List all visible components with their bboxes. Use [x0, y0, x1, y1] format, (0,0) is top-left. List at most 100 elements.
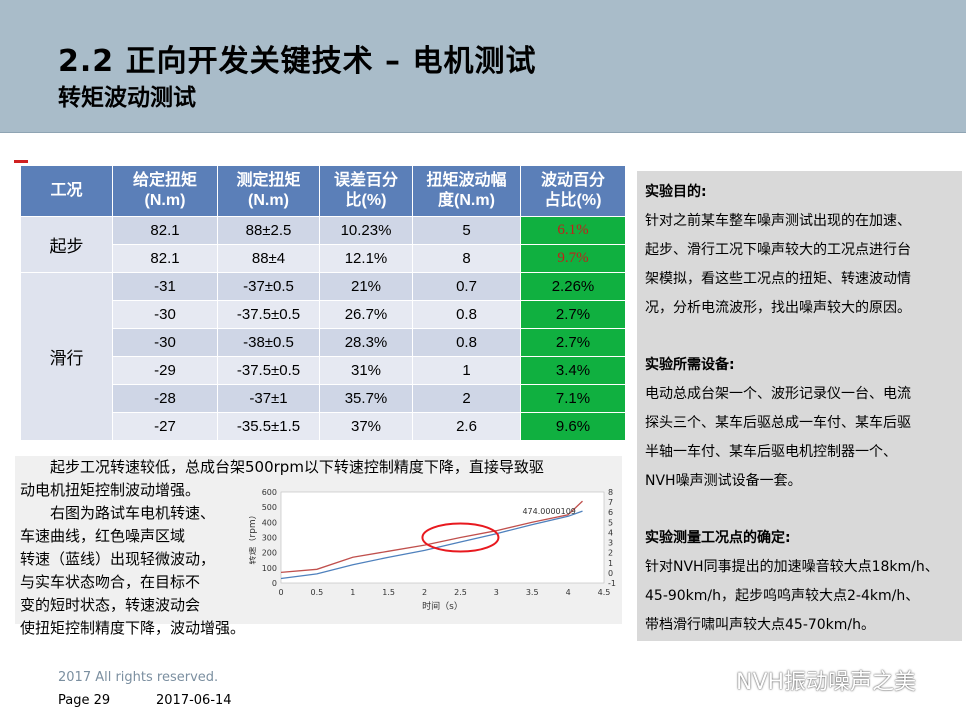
fluctuation-pct-cell: 2.7%: [520, 328, 626, 357]
x-tick-label: 4: [566, 588, 571, 597]
fluctuation-pct-cell: 3.4%: [520, 356, 626, 385]
table-cell: 88±2.5: [217, 216, 320, 245]
text-line: 起步工况转速较低，总成台架500rpm以下转速控制精度下降，直接导致驱: [50, 458, 544, 476]
copyright: 2017 All rights reserved.: [58, 670, 219, 685]
y2-tick-label: -1: [608, 579, 616, 588]
table-cell: 8: [412, 244, 521, 273]
y-tick-label: 300: [262, 534, 277, 543]
text-line: 变的短时状态，转速波动会: [20, 596, 201, 614]
table-cell: 0.8: [412, 300, 521, 329]
x-tick-label: 1.5: [382, 588, 395, 597]
y-tick-label: 600: [262, 488, 277, 497]
x-axis-label: 时间（s）: [422, 600, 463, 612]
text-line: 动电机扭矩控制波动增强。: [20, 481, 201, 499]
x-tick-label: 2: [422, 588, 427, 597]
footer-date: 2017-06-14: [156, 693, 232, 708]
table-cell: -31: [112, 272, 218, 301]
table-row: -28 -37±1 35.7% 2 7.1%: [21, 384, 626, 413]
table-cell: 28.3%: [319, 328, 413, 357]
watermark-text: NVH振动噪声之美: [736, 670, 917, 695]
points-text: 针对NVH同事提出的加速噪音较大点18km/h、 45-90km/h，起步呜呜声较…: [645, 553, 963, 640]
column-header-3: 误差百分 比(%): [319, 165, 413, 217]
text-line: 45-90km/h，起步呜呜声较大点2-4km/h、: [645, 588, 920, 604]
text-line: 针对之前某车整车噪声测试出现的在加速、: [645, 213, 911, 229]
table-cell: 37%: [319, 412, 413, 441]
y-tick-label: 500: [262, 503, 277, 512]
text-line: 转速（蓝线）出现轻微波动，: [20, 550, 216, 568]
table-row: 起步 82.1 88±2.5 10.23% 5 6.1%: [20, 216, 626, 273]
column-header-1: 给定扭矩 (N.m): [112, 165, 218, 217]
table-cell: -38±0.5: [217, 328, 320, 357]
table-cell: -37.5±0.5: [217, 356, 320, 385]
text-line: 架模拟，看这些工况点的扭矩、转速波动情: [645, 271, 911, 287]
fluctuation-pct-cell: 7.1%: [520, 384, 626, 413]
table-cell: -37±1: [217, 384, 320, 413]
y2-tick-label: 0: [608, 569, 613, 578]
table-cell: 0.7: [412, 272, 521, 301]
table-cell: 31%: [319, 356, 413, 385]
table-cell: 1: [412, 356, 521, 385]
column-header-5: 波动百分 占比(%): [520, 165, 626, 217]
text-line: 使扭矩控制精度下降，波动增强。: [20, 619, 246, 637]
table-row: 82.1 88±4 12.1% 8 9.7%: [21, 244, 626, 273]
y-axis-label: 转速（rpm）: [249, 510, 258, 564]
table-cell: -30: [112, 328, 218, 357]
table-cell: 5: [412, 216, 521, 245]
table-cell: 26.7%: [319, 300, 413, 329]
group-label: 滑行: [20, 272, 113, 441]
table-row: 滑行 -31 -37±0.5 21% 0.7 2.26%: [20, 272, 626, 441]
speed-chart: 0 0.5 1 1.5 2 2.5 3 3.5 4 4.5 0 100 200 300 400 500 600 -…: [249, 488, 616, 612]
table-cell: -29: [112, 356, 218, 385]
table-cell: -37.5±0.5: [217, 300, 320, 329]
table-header: 工况 给定扭矩 (N.m) 测定扭矩 (N.m) 误差百分 比(%) 扭矩波动幅 度(N.m) 波…: [20, 165, 626, 217]
equipment-text: 电动总成台架一个、波形记录仪一台、电流 探头三个、某车后驱总成一车付、某车后驱 半轴…: [645, 380, 963, 496]
fluctuation-pct-cell: 9.6%: [520, 412, 626, 441]
x-tick-label: 4.5: [598, 588, 611, 597]
table-body: 起步 82.1 88±2.5 10.23% 5 6.1% 82.1 88±4 12.1% 8 9.7…: [20, 216, 626, 441]
y2-tick-label: 2: [608, 549, 613, 558]
red-mark: [14, 160, 28, 163]
text-line: 与实车状态吻合，在目标不: [20, 573, 201, 591]
table-cell: 0.8: [412, 328, 521, 357]
table-cell: -28: [112, 384, 218, 413]
text-line: 半轴一车付、某车后驱电机控制器一个、: [645, 444, 897, 460]
noise-highlight: [421, 522, 500, 553]
page-subtitle: 转矩波动测试: [58, 85, 196, 111]
y-tick-label: 0: [272, 579, 277, 588]
y-tick-label: 200: [262, 549, 277, 558]
table-cell: 21%: [319, 272, 413, 301]
x-tick-label: 0.5: [311, 588, 324, 597]
fluctuation-pct-cell: 6.1%: [520, 216, 626, 245]
text-line: 探头三个、某车后驱总成一车付、某车后驱: [645, 415, 911, 431]
y2-tick-label: 5: [608, 518, 613, 527]
text-line: NVH噪声测试设备一套。: [645, 473, 802, 489]
series-line-0: [280, 500, 583, 574]
header-bar: 2.2 正向开发关键技术 – 电机测试 转矩波动测试: [0, 0, 966, 133]
plot-area: [280, 491, 605, 584]
table-cell: -30: [112, 300, 218, 329]
y2-tick-label: 4: [608, 528, 613, 537]
table-row: -27 -35.5±1.5 37% 2.6 9.6%: [21, 412, 626, 441]
purpose-text: 针对之前某车整车噪声测试出现的在加速、 起步、滑行工况下噪声较大的工况点进行台 架模…: [645, 207, 963, 323]
torque-table: 工况 给定扭矩 (N.m) 测定扭矩 (N.m) 误差百分 比(%) 扭矩波动幅 度(N.m) 波…: [20, 165, 626, 441]
equipment-title: 实验所需设备:: [645, 357, 735, 373]
x-tick-label: 3: [494, 588, 499, 597]
wechat-icon: [696, 666, 729, 692]
fluctuation-pct-cell: 9.7%: [520, 244, 626, 273]
text-line: 右图为路试车电机转速、: [50, 504, 216, 522]
text-line: 起步、滑行工况下噪声较大的工况点进行台: [645, 242, 911, 258]
y-tick-label: 400: [262, 518, 277, 527]
y2-tick-label: 3: [608, 539, 613, 548]
purpose-title: 实验目的:: [645, 184, 707, 200]
y2-tick-label: 8: [608, 488, 613, 497]
table-cell: -37±0.5: [217, 272, 320, 301]
table-cell: 12.1%: [319, 244, 413, 273]
x-tick-label: 3.5: [526, 588, 539, 597]
table-row: -29 -37.5±0.5 31% 1 3.4%: [21, 356, 626, 385]
x-tick-label: 2.5: [454, 588, 467, 597]
info-panel: [637, 171, 962, 641]
table-cell: 88±4: [217, 244, 320, 273]
fluctuation-pct-cell: 2.26%: [520, 272, 626, 301]
series-line-1: [280, 510, 583, 580]
text-line: 车速曲线，红色噪声区域: [20, 527, 186, 545]
